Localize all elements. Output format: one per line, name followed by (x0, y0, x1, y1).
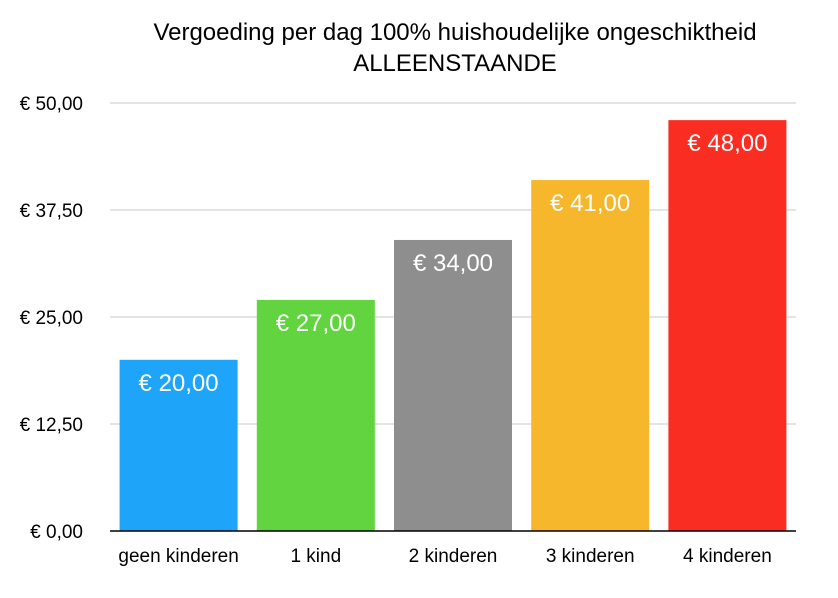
data-label: € 34,00 (413, 250, 493, 277)
x-tick-label: 1 kind (290, 546, 341, 567)
x-tick-label: geen kinderen (118, 546, 238, 567)
x-tick-label: 4 kinderen (683, 546, 772, 567)
data-label: € 20,00 (139, 370, 219, 397)
bar (119, 359, 238, 531)
data-label: € 27,00 (276, 310, 356, 337)
data-label: € 41,00 (550, 190, 630, 217)
y-tick-label: € 50,00 (20, 94, 83, 115)
y-tick-label: € 0,00 (30, 522, 83, 543)
bar (531, 180, 650, 532)
y-tick-label: € 25,00 (20, 308, 83, 329)
x-axis: geen kinderen 1 kind 2 kinderen 3 kinderen 4… (110, 530, 796, 567)
bar (256, 299, 375, 531)
y-tick-label: € 12,50 (20, 415, 83, 436)
bars-layer (119, 120, 787, 532)
x-tick-label: 2 kinderen (409, 546, 498, 567)
chart-title: Vergoeding per dag 100% huishoudelijke o… (153, 19, 756, 46)
y-axis: € 0,00 € 12,50 € 25,00 € 37,50 € 50,00 (20, 94, 83, 543)
x-tick-label: 3 kinderen (546, 546, 635, 567)
data-label: € 48,00 (687, 130, 767, 157)
bar (668, 120, 787, 532)
y-tick-label: € 37,50 (20, 201, 83, 222)
data-labels-layer: € 20,00 € 27,00 € 34,00 € 41,00 € 48,00 (139, 130, 768, 397)
bar (394, 239, 512, 531)
chart-subtitle: ALLEENSTAANDE (353, 50, 557, 77)
